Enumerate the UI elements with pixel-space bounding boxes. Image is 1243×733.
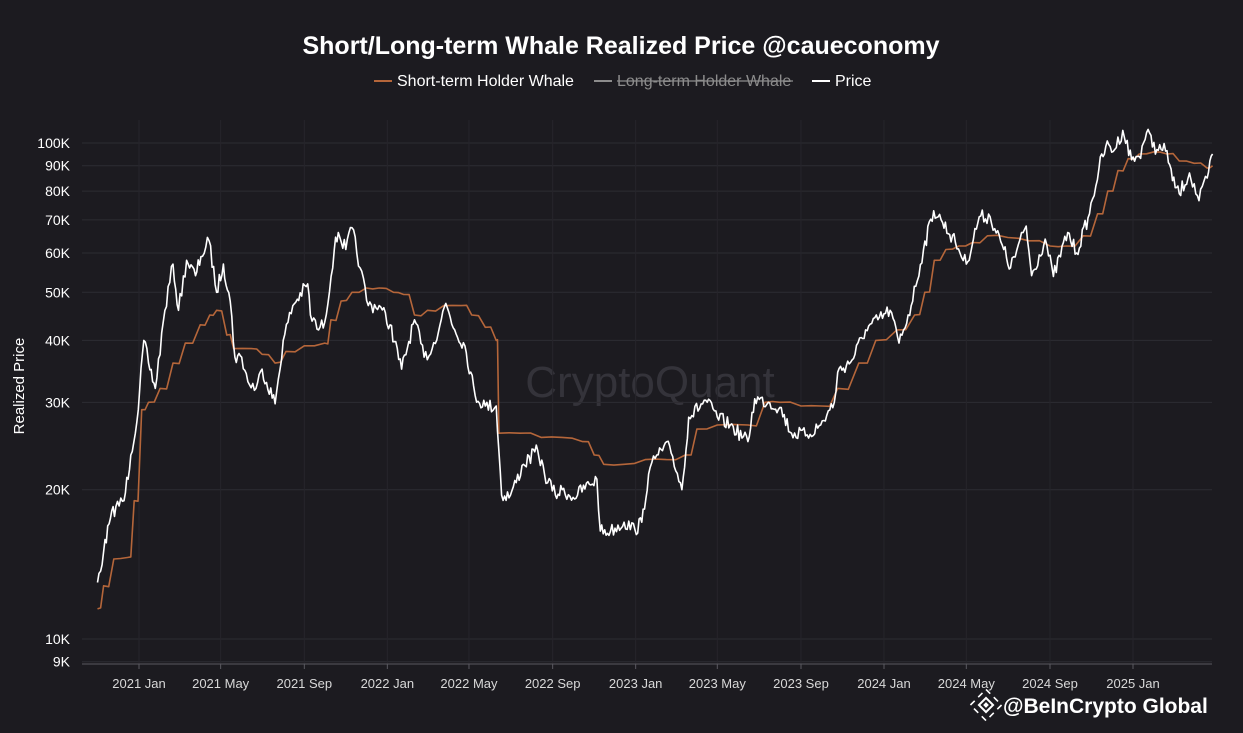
y-tick-label: 10K: [45, 631, 71, 647]
x-tick-label: 2021 Sep: [276, 676, 332, 691]
x-tick-label: 2022 Sep: [525, 676, 581, 691]
y-tick-label: 40K: [45, 332, 71, 348]
legend-item-price[interactable]: Price: [812, 73, 872, 90]
x-tick-label: 2024 Jan: [857, 676, 911, 691]
y-tick-label: 50K: [45, 284, 71, 300]
x-tick-label: 2021 May: [192, 676, 250, 691]
y-axis-ticks: 9K 10K 20K 30K 40K 50K 60K 70K 80K 90K 100K: [37, 135, 70, 670]
y-tick-label: 70K: [45, 212, 71, 228]
legend: Short-term Holder Whale Long-term Holder…: [374, 73, 872, 90]
chart-title: Short/Long-term Whale Realized Price @ca…: [302, 32, 939, 60]
grid-layer: [82, 120, 1212, 664]
y-tick-label: 100K: [37, 135, 70, 151]
y-tick-label: 60K: [45, 245, 71, 261]
x-tick-label: 2022 Jan: [361, 676, 415, 691]
series-layer: [96, 128, 1214, 610]
y-tick-label: 20K: [45, 482, 71, 498]
y-axis-label: Realized Price: [11, 338, 28, 435]
attribution-text: @BeInCrypto Global: [1003, 695, 1208, 718]
y-tick-label: 90K: [45, 158, 71, 174]
legend-label-price: Price: [835, 73, 872, 90]
x-tick-label: 2023 May: [689, 676, 747, 691]
legend-label-short-term: Short-term Holder Whale: [397, 73, 574, 90]
binance-logo-icon: [969, 688, 1003, 722]
attribution: @BeInCrypto Global: [969, 688, 1208, 722]
y-tick-label: 30K: [45, 394, 71, 410]
x-tick-label: 2021 Jan: [112, 676, 166, 691]
legend-item-short-term-holder-whale[interactable]: Short-term Holder Whale: [374, 73, 574, 90]
x-tick-label: 2023 Jan: [609, 676, 663, 691]
x-tick-label: 2022 May: [440, 676, 498, 691]
price-series-line: [96, 128, 1214, 583]
x-tick-label: 2023 Sep: [773, 676, 829, 691]
x-tick-label: 2025 Jan: [1106, 676, 1160, 691]
x-tick-label: 2024 Sep: [1022, 676, 1078, 691]
x-axis-ticks: 2021 Jan 2021 May 2021 Sep 2022 Jan 2022 May…: [112, 664, 1160, 691]
y-tick-label: 80K: [45, 183, 71, 199]
legend-item-long-term-holder-whale[interactable]: Long-term Holder Whale: [594, 73, 793, 90]
watermark: CryptoQuant: [525, 358, 774, 407]
x-tick-label: 2024 May: [938, 676, 996, 691]
y-tick-label: 9K: [53, 654, 71, 670]
